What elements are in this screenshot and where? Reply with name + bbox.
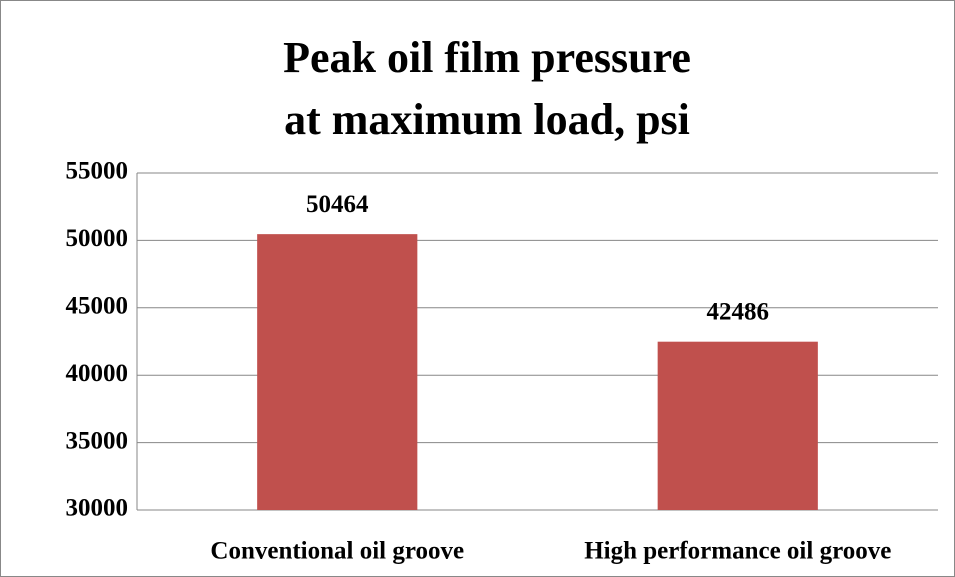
y-tick-label: 40000 bbox=[66, 360, 129, 387]
y-tick-label: 50000 bbox=[66, 225, 129, 252]
data-label: 50464 bbox=[306, 191, 369, 218]
bar bbox=[657, 341, 818, 510]
x-tick-label: Conventional oil groove bbox=[210, 538, 464, 565]
chart-title-line: at maximum load, psi bbox=[284, 95, 690, 144]
y-tick-label: 30000 bbox=[66, 495, 129, 522]
data-label: 42486 bbox=[707, 298, 770, 325]
y-tick-label: 45000 bbox=[66, 293, 129, 320]
y-tick-label: 35000 bbox=[66, 427, 129, 454]
x-tick-label: High performance oil groove bbox=[584, 538, 891, 565]
chart-title-line: Peak oil film pressure bbox=[283, 33, 691, 82]
y-tick-label: 55000 bbox=[66, 158, 129, 185]
bar bbox=[257, 234, 418, 511]
